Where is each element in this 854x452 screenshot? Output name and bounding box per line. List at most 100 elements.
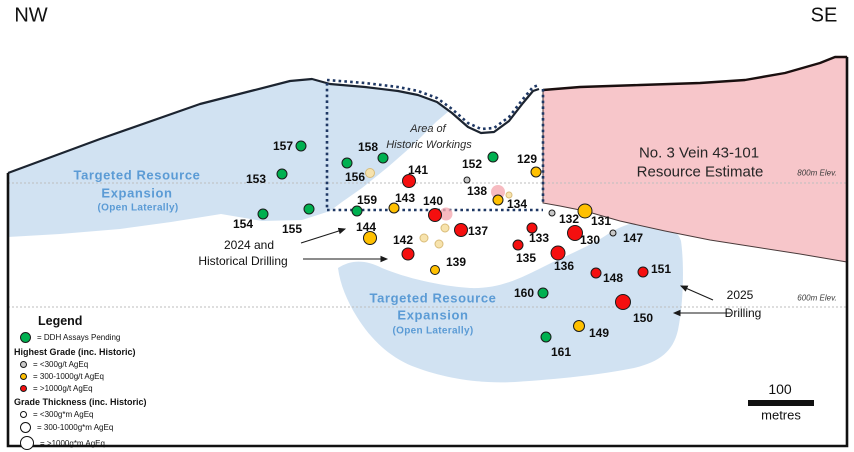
drill-hole-marker [388,202,400,214]
drill-hole-marker [567,225,583,241]
drill-hole-label: 154 [232,217,254,231]
drill-hole-marker [402,174,416,188]
figure-border [6,57,849,448]
legend-item-thickness-large: = >1000g*m AgEq [20,436,204,450]
scale-bar [748,400,814,406]
drill-hole-label: 153 [245,172,267,186]
arrow-2025-upper [679,285,714,301]
nw-expansion-label-line3: (Open Laterally) [97,202,179,214]
drill-hole-label: 144 [355,220,377,234]
se-expansion-label-line1: Targeted Resource [369,290,497,306]
terrain-profile-line [7,77,540,175]
historic-workings-label-line2: Historic Workings [386,139,472,151]
drill-hole-label: 160 [513,286,535,300]
se-expansion-label-line3: (Open Laterally) [392,325,474,337]
nw-expansion-region [8,79,449,237]
compass-nw: NW [14,4,48,27]
nw-expansion-label-line2: Expansion [101,185,173,201]
high-grade-swatch-icon [20,385,27,392]
thickness-large-ring-icon [20,436,34,450]
elevation-label-800: 800m Elev. [797,168,837,178]
historic-grade-marker [365,168,375,178]
legend-item-thickness-medium: = 300-1000g*m AgEq [20,422,204,433]
legend-item-grade-mid: = 300-1000g/t AgEq [20,372,204,381]
annotation-arrows [300,227,731,317]
drill-hole-label: 137 [467,224,489,238]
drill-hole-label: 134 [506,197,528,211]
legend-item-label: = DDH Assays Pending [37,333,121,342]
drill-hole-label: 148 [602,271,624,285]
drill-hole-marker [609,229,617,237]
annotation-2024-line2: Historical Drilling [198,254,288,268]
drill-hole-label: 139 [445,255,467,269]
drill-hole-marker [401,247,415,261]
drill-hole-marker [526,222,538,234]
drill-hole-label: 155 [281,222,303,236]
drill-hole-marker [615,294,631,310]
drill-hole-label: 161 [550,345,572,359]
drill-hole-marker [550,245,566,261]
legend-item-pending: = DDH Assays Pending [20,332,204,343]
historic-grade-marker [505,191,513,199]
drill-hole-label: 147 [622,231,644,245]
scale-bar-unit: metres [761,407,801,423]
mid-grade-swatch-icon [20,373,27,380]
annotation-2025-line1: 2025 [726,288,754,302]
thickness-medium-ring-icon [20,422,31,433]
annotation-2024-line1: 2024 and [223,238,275,252]
elevation-label-600: 600m Elev. [797,293,837,303]
drill-hole-marker [637,266,649,278]
legend-item-label: = >1000g*m AgEq [40,438,105,448]
drill-hole-label: 136 [553,259,575,273]
drill-hole-label: 135 [515,251,537,265]
drill-hole-marker [377,152,389,164]
drill-hole-marker [257,208,269,220]
drill-hole-label: 150 [632,311,654,325]
historic-grade-marker [434,239,444,249]
drill-hole-marker [573,320,585,332]
drill-hole-marker [492,194,504,206]
drill-hole-marker [430,265,440,275]
drill-hole-marker [276,168,288,180]
grade-thickness-marker [439,207,453,221]
pending-green-swatch-icon [20,332,31,343]
legend-item-label: = >1000g/t AgEq [33,384,93,393]
resource-estimate-label-line1: No. 3 Vein 43-101 [638,144,760,162]
drill-hole-marker [303,203,315,215]
resource-estimate-label-line2: Resource Estimate [636,163,764,181]
annotation-2025-line2: Drilling [724,306,762,320]
compass-se: SE [810,4,838,27]
historic-grade-marker [419,233,429,243]
legend-item-label: = 300-1000g/t AgEq [33,372,104,381]
drill-hole-marker [487,151,499,163]
drill-hole-marker [341,157,353,169]
nw-expansion-label-line1: Targeted Resource [73,167,201,183]
drill-hole-label: 142 [392,233,414,247]
drill-hole-label: 131 [590,214,612,228]
drill-hole-marker [537,287,549,299]
drill-hole-label: 132 [558,212,580,226]
scale-bar-value: 100 [768,381,792,397]
legend-grade-header: Highest Grade (inc. Historic) [14,347,136,357]
legend-item-grade-high: = >1000g/t AgEq [20,384,204,393]
drill-hole-marker [577,203,593,219]
legend-item-label: = <300g*m AgEq [33,410,94,419]
legend-item-thickness-small: = <300g*m AgEq [20,410,204,419]
drill-hole-label: 149 [588,326,610,340]
drill-hole-label: 133 [528,231,550,245]
drill-hole-label: 130 [579,233,601,247]
drill-hole-label: 140 [422,194,444,208]
drill-hole-marker [351,205,363,217]
drill-hole-marker [530,166,542,178]
drill-hole-marker [540,331,552,343]
drill-hole-marker [363,231,377,245]
drill-hole-marker [454,223,468,237]
drill-hole-label: 158 [357,140,379,154]
low-grade-marker [463,176,471,184]
drill-hole-marker [548,209,556,217]
legend-item-label: = 300-1000g*m AgEq [37,423,114,432]
drill-hole-label: 138 [466,184,488,198]
drill-hole-label: 156 [344,170,366,184]
drill-hole-label: 152 [461,157,483,171]
